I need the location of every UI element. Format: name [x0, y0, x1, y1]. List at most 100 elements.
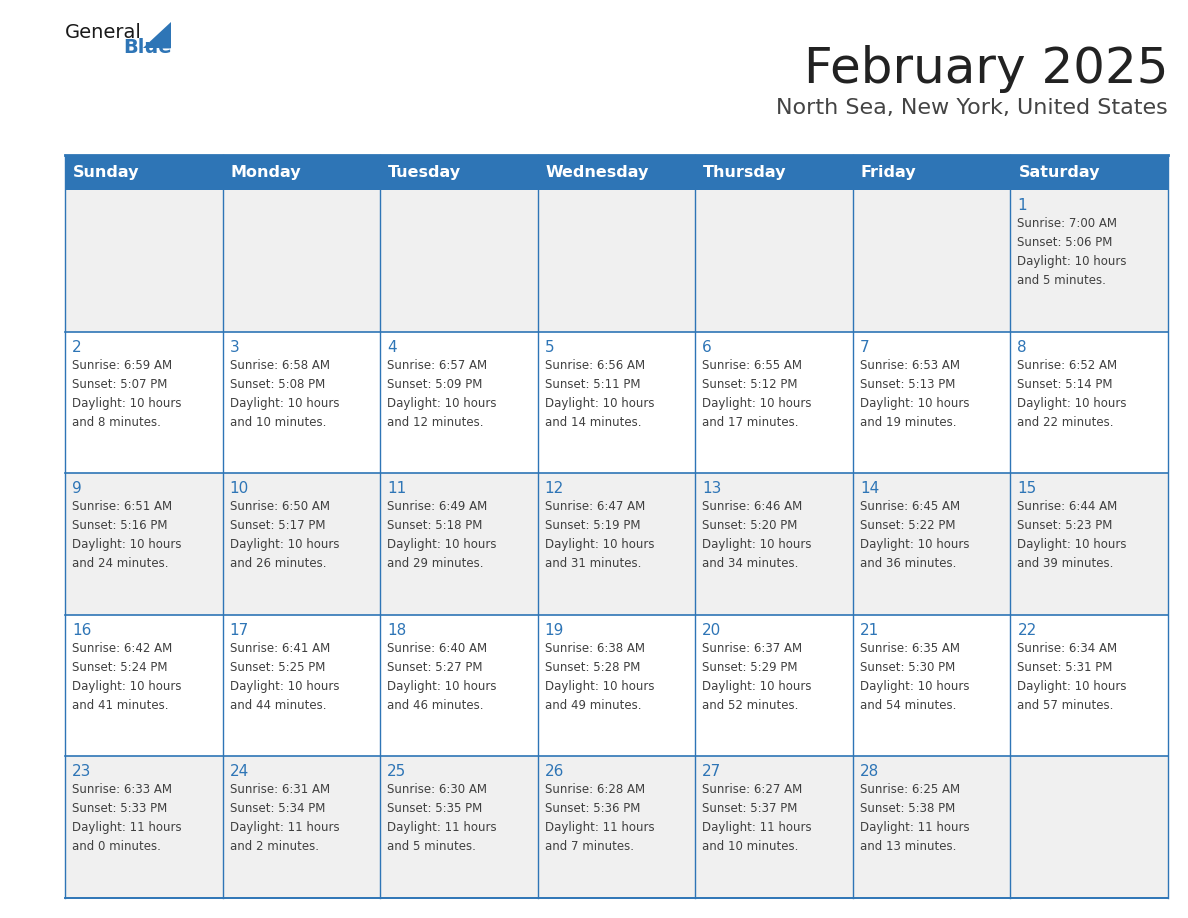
Text: Sunrise: 6:56 AM: Sunrise: 6:56 AM	[545, 359, 645, 372]
Text: and 26 minutes.: and 26 minutes.	[229, 557, 326, 570]
Text: Daylight: 10 hours: Daylight: 10 hours	[387, 680, 497, 693]
Text: Sunset: 5:31 PM: Sunset: 5:31 PM	[1017, 661, 1113, 674]
Text: 15: 15	[1017, 481, 1037, 497]
Text: 20: 20	[702, 622, 721, 638]
Text: and 12 minutes.: and 12 minutes.	[387, 416, 484, 429]
Text: Daylight: 11 hours: Daylight: 11 hours	[387, 822, 497, 834]
Text: and 39 minutes.: and 39 minutes.	[1017, 557, 1114, 570]
Text: 22: 22	[1017, 622, 1037, 638]
Text: Daylight: 10 hours: Daylight: 10 hours	[1017, 255, 1127, 268]
Text: Sunrise: 6:40 AM: Sunrise: 6:40 AM	[387, 642, 487, 655]
Text: and 41 minutes.: and 41 minutes.	[72, 699, 169, 711]
Text: Sunset: 5:14 PM: Sunset: 5:14 PM	[1017, 377, 1113, 390]
Text: Sunset: 5:36 PM: Sunset: 5:36 PM	[545, 802, 640, 815]
Text: Sunset: 5:38 PM: Sunset: 5:38 PM	[860, 802, 955, 815]
Text: and 17 minutes.: and 17 minutes.	[702, 416, 798, 429]
Text: Sunset: 5:22 PM: Sunset: 5:22 PM	[860, 520, 955, 532]
Text: Sunday: Sunday	[72, 165, 139, 180]
Text: Sunrise: 6:57 AM: Sunrise: 6:57 AM	[387, 359, 487, 372]
Text: Daylight: 10 hours: Daylight: 10 hours	[72, 680, 182, 693]
Text: Daylight: 10 hours: Daylight: 10 hours	[702, 680, 811, 693]
Text: Sunset: 5:24 PM: Sunset: 5:24 PM	[72, 661, 168, 674]
Text: Sunrise: 6:34 AM: Sunrise: 6:34 AM	[1017, 642, 1118, 655]
Text: Daylight: 10 hours: Daylight: 10 hours	[860, 680, 969, 693]
Text: and 52 minutes.: and 52 minutes.	[702, 699, 798, 711]
Text: and 13 minutes.: and 13 minutes.	[860, 840, 956, 854]
Text: Sunrise: 7:00 AM: Sunrise: 7:00 AM	[1017, 217, 1118, 230]
Text: Wednesday: Wednesday	[545, 165, 649, 180]
Text: 8: 8	[1017, 340, 1028, 354]
Text: Sunrise: 6:55 AM: Sunrise: 6:55 AM	[702, 359, 802, 372]
Text: 23: 23	[72, 765, 91, 779]
Text: Daylight: 10 hours: Daylight: 10 hours	[387, 397, 497, 409]
Text: Sunrise: 6:49 AM: Sunrise: 6:49 AM	[387, 500, 487, 513]
Text: Sunset: 5:11 PM: Sunset: 5:11 PM	[545, 377, 640, 390]
Text: Daylight: 11 hours: Daylight: 11 hours	[229, 822, 340, 834]
Text: Sunset: 5:34 PM: Sunset: 5:34 PM	[229, 802, 326, 815]
Text: February 2025: February 2025	[803, 45, 1168, 93]
Text: and 57 minutes.: and 57 minutes.	[1017, 699, 1114, 711]
Text: Sunrise: 6:28 AM: Sunrise: 6:28 AM	[545, 783, 645, 797]
Text: 6: 6	[702, 340, 712, 354]
Text: 7: 7	[860, 340, 870, 354]
Text: and 46 minutes.: and 46 minutes.	[387, 699, 484, 711]
Text: 5: 5	[545, 340, 555, 354]
Text: Daylight: 11 hours: Daylight: 11 hours	[545, 822, 655, 834]
Text: Sunset: 5:20 PM: Sunset: 5:20 PM	[702, 520, 797, 532]
Text: Friday: Friday	[861, 165, 916, 180]
Text: and 14 minutes.: and 14 minutes.	[545, 416, 642, 429]
Text: and 44 minutes.: and 44 minutes.	[229, 699, 326, 711]
Text: Sunset: 5:07 PM: Sunset: 5:07 PM	[72, 377, 168, 390]
Bar	[65, 155, 1168, 190]
Text: and 24 minutes.: and 24 minutes.	[72, 557, 169, 570]
Text: and 19 minutes.: and 19 minutes.	[860, 416, 956, 429]
Text: 26: 26	[545, 765, 564, 779]
Text: Sunrise: 6:38 AM: Sunrise: 6:38 AM	[545, 642, 645, 655]
Text: Daylight: 10 hours: Daylight: 10 hours	[702, 397, 811, 409]
Text: Sunset: 5:08 PM: Sunset: 5:08 PM	[229, 377, 324, 390]
Text: Daylight: 10 hours: Daylight: 10 hours	[229, 680, 339, 693]
Text: Daylight: 10 hours: Daylight: 10 hours	[229, 397, 339, 409]
Text: Sunrise: 6:51 AM: Sunrise: 6:51 AM	[72, 500, 172, 513]
Text: 4: 4	[387, 340, 397, 354]
Text: Sunrise: 6:33 AM: Sunrise: 6:33 AM	[72, 783, 172, 797]
Text: 17: 17	[229, 622, 248, 638]
Text: Daylight: 10 hours: Daylight: 10 hours	[387, 538, 497, 551]
Polygon shape	[143, 22, 171, 48]
Text: Daylight: 10 hours: Daylight: 10 hours	[545, 397, 655, 409]
Text: Monday: Monday	[230, 165, 302, 180]
Text: Thursday: Thursday	[703, 165, 786, 180]
Bar	[65, 756, 1168, 898]
Text: Sunrise: 6:42 AM: Sunrise: 6:42 AM	[72, 642, 172, 655]
Text: 9: 9	[72, 481, 82, 497]
Text: Sunset: 5:09 PM: Sunset: 5:09 PM	[387, 377, 482, 390]
Text: Daylight: 10 hours: Daylight: 10 hours	[545, 680, 655, 693]
Text: and 34 minutes.: and 34 minutes.	[702, 557, 798, 570]
Text: Sunrise: 6:44 AM: Sunrise: 6:44 AM	[1017, 500, 1118, 513]
Text: 16: 16	[72, 622, 91, 638]
Text: and 5 minutes.: and 5 minutes.	[1017, 274, 1106, 287]
Text: 25: 25	[387, 765, 406, 779]
Text: Daylight: 11 hours: Daylight: 11 hours	[72, 822, 182, 834]
Bar	[65, 331, 1168, 473]
Text: and 31 minutes.: and 31 minutes.	[545, 557, 642, 570]
Bar	[65, 190, 1168, 331]
Text: 21: 21	[860, 622, 879, 638]
Text: 28: 28	[860, 765, 879, 779]
Text: Sunset: 5:29 PM: Sunset: 5:29 PM	[702, 661, 798, 674]
Text: Sunset: 5:23 PM: Sunset: 5:23 PM	[1017, 520, 1113, 532]
Text: Sunrise: 6:27 AM: Sunrise: 6:27 AM	[702, 783, 803, 797]
Text: 27: 27	[702, 765, 721, 779]
Text: Sunset: 5:12 PM: Sunset: 5:12 PM	[702, 377, 798, 390]
Text: Daylight: 10 hours: Daylight: 10 hours	[72, 538, 182, 551]
Text: Daylight: 11 hours: Daylight: 11 hours	[702, 822, 811, 834]
Text: Sunrise: 6:52 AM: Sunrise: 6:52 AM	[1017, 359, 1118, 372]
Text: 18: 18	[387, 622, 406, 638]
Text: Sunset: 5:30 PM: Sunset: 5:30 PM	[860, 661, 955, 674]
Text: 14: 14	[860, 481, 879, 497]
Text: 19: 19	[545, 622, 564, 638]
Text: 1: 1	[1017, 198, 1028, 213]
Text: Sunset: 5:25 PM: Sunset: 5:25 PM	[229, 661, 326, 674]
Text: 12: 12	[545, 481, 564, 497]
Text: Sunrise: 6:37 AM: Sunrise: 6:37 AM	[702, 642, 802, 655]
